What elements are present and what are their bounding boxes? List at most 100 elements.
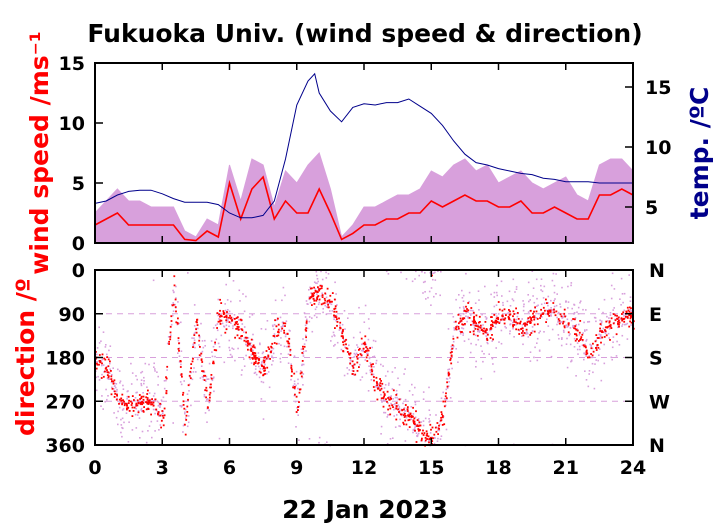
direction-mean-point — [492, 321, 494, 324]
direction-gust-point — [621, 325, 623, 327]
direction-mean-point — [135, 402, 138, 405]
direction-gust-point — [439, 438, 442, 440]
direction-gust-point — [540, 289, 542, 291]
direction-mean-point — [470, 307, 473, 309]
direction-gust-point — [98, 342, 101, 344]
direction-gust-point — [462, 306, 465, 308]
direction-gust-point — [430, 287, 433, 289]
direction-gust-point — [462, 327, 465, 330]
direction-gust-point — [159, 424, 162, 426]
direction-gust-point — [573, 313, 575, 315]
direction-gust-point — [553, 299, 555, 302]
direction-mean-point — [259, 371, 262, 374]
direction-mean-point — [219, 298, 221, 301]
direction-gust-point — [258, 356, 260, 358]
direction-mean-point — [177, 317, 179, 320]
direction-gust-point — [422, 281, 425, 284]
direction-gust-point — [315, 270, 318, 273]
direction-mean-point — [362, 347, 365, 350]
direction-gust-point — [100, 405, 102, 407]
direction-gust-point — [308, 296, 311, 298]
direction-mean-point — [391, 404, 393, 407]
direction-gust-point — [391, 388, 394, 390]
direction-mean-point — [501, 309, 504, 312]
direction-mean-point — [218, 313, 220, 316]
direction-mean-point — [427, 435, 430, 438]
direction-gust-point — [468, 300, 470, 303]
direction-mean-point — [198, 354, 201, 357]
direction-mean-point — [353, 363, 356, 366]
direction-gust-point — [365, 343, 367, 346]
direction-gust-point — [410, 406, 413, 408]
direction-mean-point — [209, 386, 211, 389]
direction-mean-point — [358, 347, 361, 350]
direction-gust-point — [579, 301, 581, 304]
direction-mean-point — [503, 318, 506, 321]
direction-gust-point — [298, 439, 300, 441]
direction-gust-point — [570, 282, 573, 284]
direction-mean-point — [163, 414, 166, 417]
direction-gust-point — [512, 278, 515, 281]
direction-mean-point — [467, 302, 470, 304]
direction-mean-point — [256, 357, 258, 359]
direction-mean-point — [297, 409, 299, 411]
direction-gust-point — [163, 380, 166, 382]
direction-mean-point — [163, 407, 166, 410]
direction-plot-area — [95, 270, 635, 447]
direction-gust-point — [413, 428, 416, 430]
direction-mean-point — [254, 358, 257, 360]
direction-gust-point — [488, 353, 490, 355]
time-tick-label: 9 — [290, 457, 303, 479]
direction-gust-point — [501, 317, 503, 320]
direction-mean-point — [383, 395, 385, 398]
direction-mean-point — [390, 398, 392, 400]
direction-gust-point — [349, 359, 352, 362]
direction-gust-point — [292, 384, 295, 387]
direction-gust-point — [609, 312, 612, 314]
direction-gust-point — [392, 404, 395, 406]
direction-gust-point — [198, 336, 201, 339]
direction-gust-point — [232, 280, 235, 282]
direction-gust-point — [394, 396, 397, 399]
direction-gust-point — [387, 370, 389, 373]
direction-gust-point — [626, 322, 629, 325]
direction-gust-point — [566, 366, 569, 369]
direction-mean-point — [264, 367, 266, 370]
direction-mean-point — [141, 403, 144, 406]
direction-mean-point — [547, 312, 550, 314]
wind-speed-tick-label: 0 — [72, 233, 85, 255]
direction-gust-point — [109, 362, 111, 365]
direction-gust-point — [481, 313, 483, 316]
direction-gust-point — [333, 345, 335, 347]
direction-mean-point — [116, 393, 118, 396]
direction-mean-point — [601, 336, 604, 339]
direction-mean-point — [96, 363, 99, 366]
direction-mean-point — [625, 315, 627, 318]
direction-gust-point — [107, 378, 110, 380]
direction-gust-point — [459, 314, 462, 317]
direction-mean-point — [236, 316, 239, 319]
direction-mean-point — [358, 349, 360, 351]
direction-gust-point — [590, 344, 592, 347]
direction-gust-point — [521, 318, 523, 320]
direction-mean-point — [267, 346, 270, 349]
direction-gust-point — [305, 339, 308, 342]
direction-gust-point — [344, 346, 346, 349]
direction-mean-point — [308, 297, 311, 300]
direction-gust-point — [462, 332, 464, 334]
direction-gust-point — [381, 401, 383, 403]
direction-gust-point — [353, 356, 355, 358]
direction-mean-point — [470, 324, 472, 326]
direction-gust-point — [475, 366, 477, 368]
direction-gust-point — [272, 360, 274, 362]
direction-gust-point — [172, 289, 174, 292]
direction-mean-point — [388, 398, 391, 401]
direction-gust-point — [399, 425, 401, 428]
direction-mean-point — [395, 418, 398, 421]
direction-mean-point — [195, 328, 197, 331]
direction-mean-point — [312, 294, 315, 296]
direction-mean-point — [356, 361, 359, 364]
direction-mean-point — [452, 337, 455, 340]
direction-gust-point — [376, 386, 379, 388]
direction-gust-point — [361, 343, 363, 346]
